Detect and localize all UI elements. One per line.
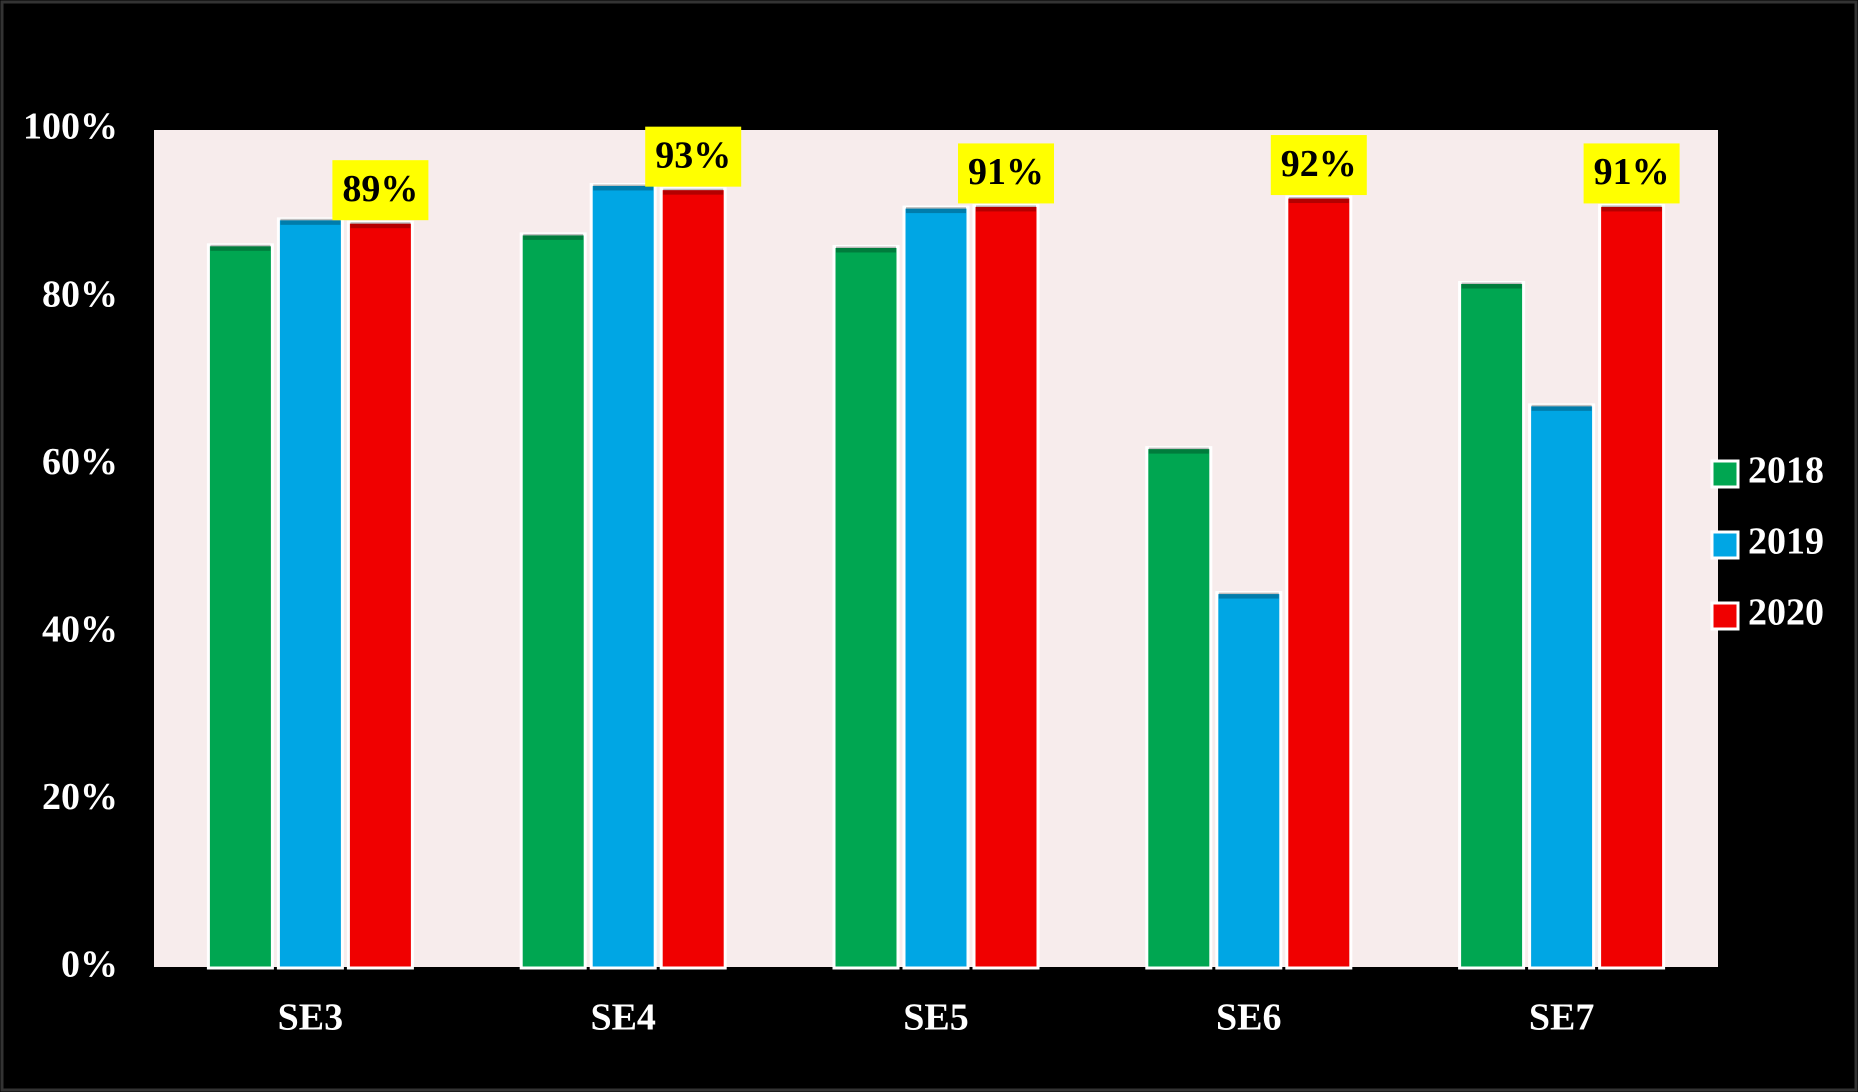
x-tick-label: SE6 <box>1216 997 1281 1039</box>
data-label: 89% <box>342 168 418 210</box>
x-tick-label: SE3 <box>278 997 343 1039</box>
data-label: 91% <box>1594 151 1670 193</box>
data-label-box <box>332 160 429 221</box>
bar-cap <box>1218 592 1279 599</box>
bar-cap <box>280 218 341 225</box>
bar-cap <box>1288 197 1349 204</box>
x-tick-label: SE5 <box>903 997 968 1039</box>
x-tick-label: SE4 <box>590 997 655 1039</box>
data-label-box <box>645 126 742 187</box>
legend-swatch <box>1710 601 1740 631</box>
bar-cap <box>836 246 896 253</box>
bar-cap <box>1601 205 1662 212</box>
data-label-box <box>1583 143 1680 204</box>
y-tick-label: 100% <box>23 106 118 148</box>
bar-cap <box>1531 404 1592 411</box>
bar <box>972 203 1040 970</box>
data-label: 92% <box>1281 143 1357 185</box>
bar <box>519 232 587 970</box>
bar-cap <box>350 222 411 229</box>
data-label: 93% <box>655 134 731 176</box>
bar <box>1145 446 1213 970</box>
bar-cap <box>906 207 966 214</box>
bar <box>346 220 414 970</box>
bar <box>1598 203 1666 970</box>
legend-label: 2019 <box>1748 521 1824 563</box>
bar-cap <box>523 233 584 240</box>
y-tick-label: 80% <box>42 273 118 315</box>
data-label-box <box>958 143 1054 204</box>
bar <box>659 187 727 970</box>
data-label: 91% <box>968 151 1044 193</box>
bar-cap <box>1461 282 1522 289</box>
bar <box>902 205 970 970</box>
bar <box>832 244 900 970</box>
legend-swatch <box>1710 459 1740 489</box>
legend-label: 2018 <box>1748 450 1824 492</box>
bar-cap <box>1148 447 1209 454</box>
bar <box>206 243 274 970</box>
y-tick-label: 20% <box>42 776 118 818</box>
bar <box>1285 195 1353 970</box>
bar <box>1528 403 1596 970</box>
bar <box>1458 281 1526 970</box>
x-tick-label: SE7 <box>1529 997 1594 1039</box>
y-tick-label: 40% <box>42 609 118 651</box>
legend-swatch <box>1710 530 1740 560</box>
bar-cap <box>663 188 724 195</box>
bar-cap <box>210 244 271 251</box>
legend-label: 2020 <box>1748 592 1824 634</box>
bar-cap <box>593 184 654 191</box>
data-label-box <box>1270 135 1367 196</box>
y-tick-label: 0% <box>61 944 118 986</box>
bar <box>1215 591 1283 970</box>
y-tick-label: 60% <box>42 441 118 483</box>
bar <box>589 182 657 970</box>
bar-cap <box>976 205 1036 212</box>
bar <box>276 217 344 970</box>
